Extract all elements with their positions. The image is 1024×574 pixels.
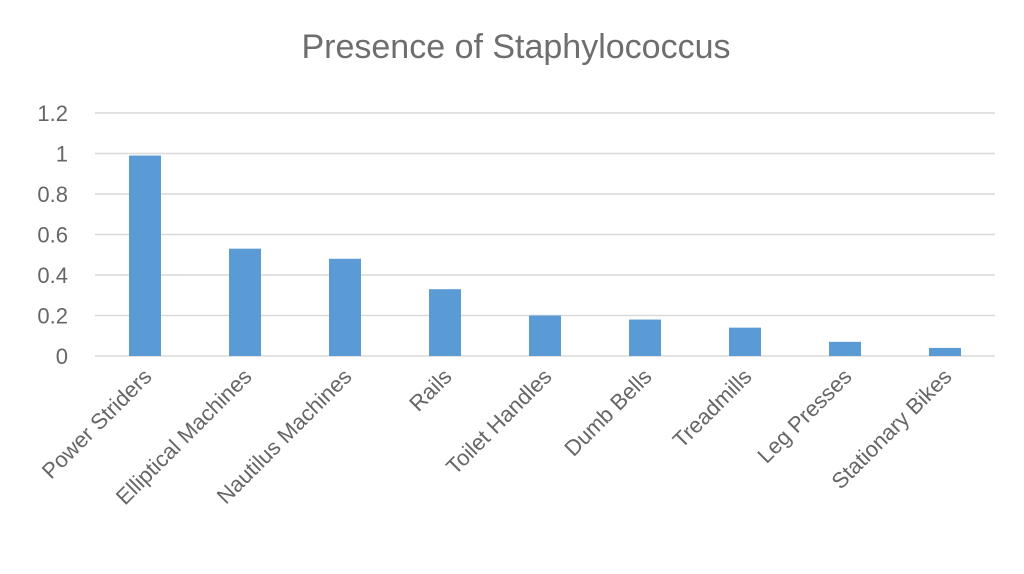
x-tick-label: Treadmills [668, 364, 757, 453]
x-tick-label: Leg Presses [752, 364, 856, 468]
x-tick-label: Dumb Bells [559, 364, 656, 461]
y-tick-label: 1.2 [37, 101, 68, 126]
chart-title: Presence of Staphylococcus [301, 28, 730, 66]
y-tick-label: 0 [56, 344, 68, 369]
bar [929, 347, 961, 356]
y-axis-ticks: 0 0.2 0.4 0.6 0.8 1 1.2 [37, 101, 68, 369]
y-tick-label: 0.2 [37, 304, 68, 329]
y-tick-label: 1 [56, 142, 68, 167]
bar [529, 315, 561, 356]
x-tick-label: Toilet Handles [441, 364, 556, 479]
y-tick-label: 0.6 [37, 223, 68, 248]
bar [829, 341, 861, 356]
bar [129, 155, 161, 356]
bar [229, 248, 261, 356]
bar [729, 327, 761, 356]
x-tick-label: Rails [404, 364, 456, 416]
bar [429, 289, 461, 356]
bar [629, 319, 661, 356]
bars [129, 155, 961, 356]
y-tick-label: 0.4 [37, 263, 68, 288]
bar [329, 258, 361, 356]
y-tick-label: 0.8 [37, 182, 68, 207]
